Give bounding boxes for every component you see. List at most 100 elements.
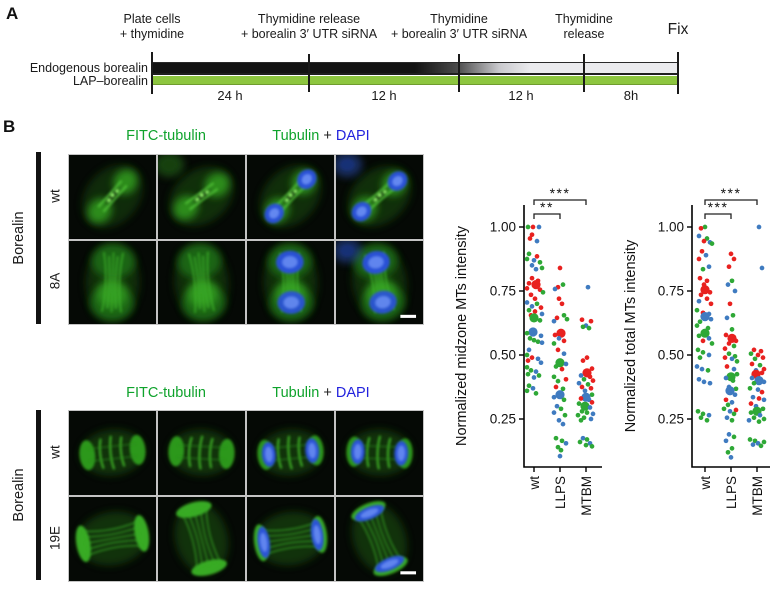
data-point [531, 375, 537, 380]
dapi-text: DAPI [335, 128, 370, 144]
data-point [580, 358, 586, 363]
data-point [533, 266, 539, 272]
data-point [559, 301, 565, 307]
data-point [529, 313, 539, 323]
data-point [731, 434, 737, 440]
y-tick-label: 0.25 [490, 412, 516, 427]
micrograph-cell [336, 155, 423, 239]
data-point [759, 370, 765, 376]
data-point [732, 392, 738, 398]
data-point [560, 421, 566, 427]
data-point [700, 350, 706, 355]
data-point [588, 416, 594, 422]
data-point [532, 296, 538, 302]
data-point [564, 316, 570, 322]
timeline-event-plate-cells: Plate cells + thymidine [120, 12, 184, 42]
data-point [551, 341, 557, 346]
data-point [557, 453, 563, 459]
data-point [733, 386, 739, 392]
micrograph-cell [69, 411, 156, 495]
tubulin-text: Tubulin [272, 385, 320, 401]
data-point [556, 336, 562, 341]
event-line1: Fix [667, 21, 689, 38]
data-point [532, 309, 538, 314]
data-point [748, 351, 754, 357]
significance-stars: *** [721, 185, 742, 201]
data-point [525, 358, 531, 363]
data-point [696, 333, 702, 339]
scale-bar [400, 314, 417, 318]
data-point [698, 415, 704, 421]
data-point [537, 259, 543, 265]
significance-stars: *** [708, 199, 729, 215]
data-point [531, 280, 541, 290]
data-point [528, 368, 534, 373]
segment-12h-label-2: 12 h [508, 88, 534, 103]
y-tick-label: 0.50 [658, 348, 684, 363]
axis-spine [523, 205, 602, 468]
data-point [725, 386, 735, 396]
data-point [748, 410, 754, 415]
data-point [533, 369, 539, 374]
data-point [749, 375, 755, 381]
data-point [709, 341, 715, 346]
event-line1: Plate cells [123, 12, 181, 26]
data-point [749, 361, 755, 367]
data-point [553, 435, 559, 441]
data-point [759, 389, 765, 395]
data-point [727, 301, 733, 307]
data-point [700, 266, 706, 272]
data-point [587, 405, 593, 410]
data-point [534, 238, 540, 244]
micrograph-cell [336, 240, 423, 324]
data-point [539, 340, 545, 346]
data-point [535, 356, 541, 362]
x-category-label: wt [698, 476, 713, 491]
data-point [696, 233, 702, 239]
event-line2: + borealin 3′ UTR siRNA [390, 27, 528, 41]
fitc-tubulin-text: FITC-tubulin [126, 128, 206, 144]
data-point [578, 396, 584, 401]
data-point [747, 437, 753, 442]
data-point [748, 401, 754, 406]
data-point [585, 284, 591, 290]
event-line2: + borealin 3′ UTR siRNA [240, 27, 378, 41]
data-point [761, 397, 767, 403]
data-point [708, 301, 714, 307]
data-point [552, 332, 558, 338]
data-point [553, 364, 559, 369]
data-point [697, 275, 703, 281]
data-point [524, 300, 530, 305]
micrograph-image [158, 155, 245, 239]
data-point [704, 296, 710, 302]
data-point [761, 439, 767, 445]
data-point [561, 312, 567, 318]
data-point [576, 380, 582, 386]
data-point [698, 292, 704, 298]
micrograph-grid-bottom [68, 410, 424, 582]
data-point [731, 366, 737, 372]
micrograph-cell [247, 411, 334, 495]
timeline-event-thymidine-release-1: Thymidine release + borealin 3′ UTR siRN… [241, 12, 377, 42]
data-point [585, 382, 591, 387]
data-point [705, 368, 711, 373]
data-point [577, 439, 583, 445]
data-point [557, 265, 563, 271]
data-point [750, 394, 756, 400]
data-point [551, 318, 557, 324]
data-point [725, 402, 731, 408]
data-point [538, 305, 544, 310]
data-point [700, 411, 706, 417]
scatter-plot: 1.00 0.75 0.50 0.25 wt LLPS MTBM Normalized mid… [454, 185, 602, 516]
significance-bracket [704, 213, 732, 219]
x-category-label: LLPS [553, 476, 568, 509]
data-point [587, 374, 593, 380]
data-point [539, 311, 545, 317]
column-header-fitc-tubulin-bottom: FITC-tubulin [126, 385, 206, 401]
micrograph-image [336, 497, 423, 581]
row-label-wt-top: wt [47, 189, 63, 203]
data-point [707, 380, 713, 386]
micrograph-image [69, 155, 156, 239]
significance-stars: ** [540, 199, 554, 215]
